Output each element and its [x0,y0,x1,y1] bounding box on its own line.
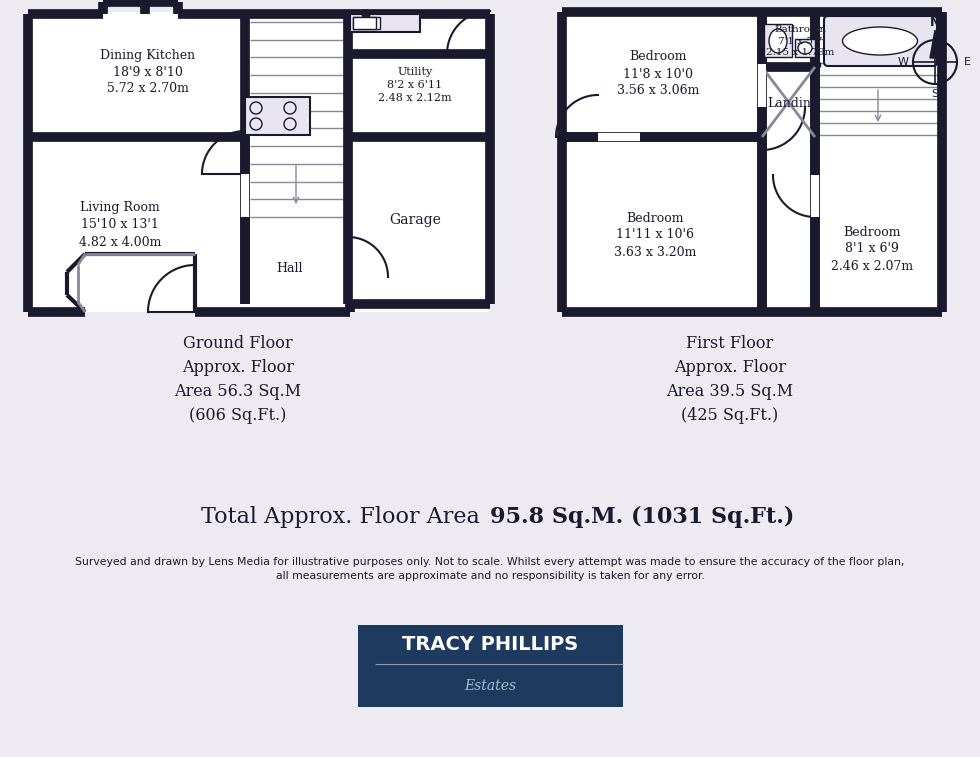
Text: Ground Floor
Approx. Floor
Area 56.3 Sq.M
(606 Sq.Ft.): Ground Floor Approx. Floor Area 56.3 Sq.… [174,335,302,425]
Bar [358,625,623,707]
Text: TRACY PHILLIPS: TRACY PHILLIPS [402,635,578,655]
Text: Bedroom
11'8 x 10'0
3.56 x 3.06m: Bedroom 11'8 x 10'0 3.56 x 3.06m [616,51,699,98]
Circle shape [362,10,370,18]
Text: Bedroom
11'11 x 10'6
3.63 x 3.20m: Bedroom 11'11 x 10'6 3.63 x 3.20m [613,211,696,258]
Text: Utility
8'2 x 6'11
2.48 x 2.12m: Utility 8'2 x 6'11 2.48 x 2.12m [378,67,452,103]
Bar [764,24,792,57]
Bar [350,14,420,32]
Text: Dining Kitchen
18'9 x 8'10
5.72 x 2.70m: Dining Kitchen 18'9 x 8'10 5.72 x 2.70m [100,48,196,95]
Bar [562,12,942,312]
Text: Landing: Landing [767,98,819,111]
Text: N: N [930,15,940,29]
Bar [28,12,490,312]
Text: First Floor
Approx. Floor
Area 39.5 Sq.M
(425 Sq.Ft.): First Floor Approx. Floor Area 39.5 Sq.M… [666,335,794,425]
Text: Bedroom
8'1 x 6'9
2.46 x 2.07m: Bedroom 8'1 x 6'9 2.46 x 2.07m [831,226,913,273]
Text: W: W [898,57,908,67]
Bar [245,97,310,135]
Text: Estates: Estates [464,679,516,693]
Text: Living Room
15'10 x 13'1
4.82 x 4.00m: Living Room 15'10 x 13'1 4.82 x 4.00m [78,201,161,248]
Text: Hall: Hall [276,263,303,276]
Text: Garage: Garage [389,213,441,227]
Text: all measurements are approximate and no responsibility is taken for any error.: all measurements are approximate and no … [275,571,705,581]
Bar [598,133,640,141]
Text: Surveyed and drawn by Lens Media for illustrative purposes only. Not to scale. W: Surveyed and drawn by Lens Media for ill… [75,557,905,567]
Polygon shape [930,30,940,58]
FancyBboxPatch shape [824,16,937,66]
Bar [353,17,380,29]
Text: S: S [931,89,939,99]
Text: 95.8 Sq.M. (1031 Sq.Ft.): 95.8 Sq.M. (1031 Sq.Ft.) [490,506,795,528]
Ellipse shape [843,27,917,55]
Bar [795,39,815,57]
Text: Bathroom
7'1 x 5'7
2.15 x 1.70m: Bathroom 7'1 x 5'7 2.15 x 1.70m [765,25,834,58]
Bar [241,174,249,217]
Text: Total Approx. Floor Area: Total Approx. Floor Area [201,506,487,528]
Bar [811,175,819,217]
Ellipse shape [798,42,812,54]
Ellipse shape [769,29,787,53]
Bar [353,17,376,29]
Bar [758,64,766,107]
Text: E: E [963,57,970,67]
